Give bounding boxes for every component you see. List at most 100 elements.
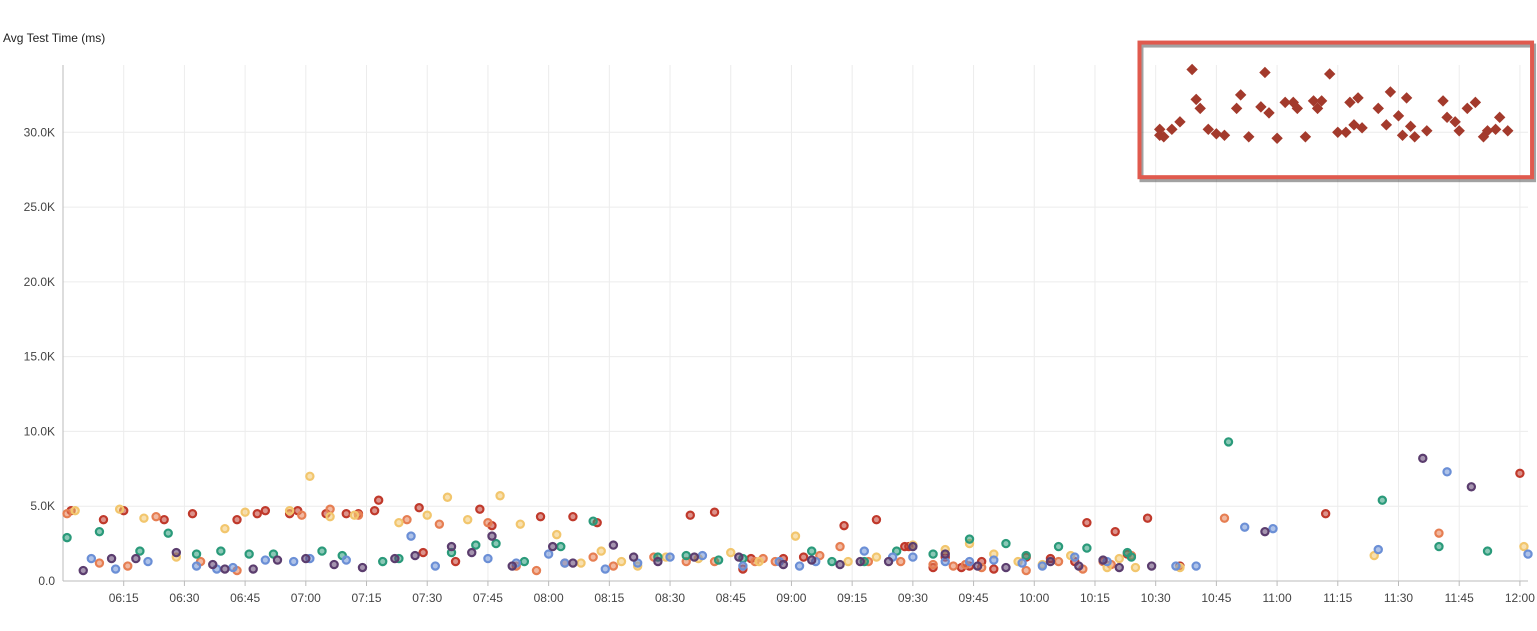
scatter-point [106,553,117,564]
x-tick-label: 08:00 [534,591,564,605]
scatter-point [794,561,805,571]
scatter-point [734,552,744,562]
scatter-point [131,553,141,564]
scatter-point [1171,561,1181,571]
scatter-point [418,547,428,558]
y-tick-label: 0.0 [38,574,55,588]
diamond-point [1332,126,1344,139]
scatter-point [1268,523,1278,534]
scatter-point [471,540,481,550]
scatter-point [349,510,360,520]
x-tick-label: 08:30 [655,591,685,605]
diamond-point [1299,131,1312,143]
diamond-point [1344,96,1356,109]
x-tick-label: 10:30 [1141,591,1171,605]
scatter-point [402,514,412,525]
y-tick-label: 30.0K [24,125,55,139]
scatter-point [284,506,295,516]
scatter-point [114,504,125,514]
x-tick-label: 09:00 [776,591,806,605]
scatter-point [422,510,432,520]
scatter-point [260,555,271,565]
y-tick-label: 5.0K [30,499,55,513]
scatter-point [972,561,983,571]
scatter-point [798,552,809,562]
scatter-point [928,549,938,559]
scatter-point [1017,558,1027,568]
scatter-point [989,555,999,565]
scatter-point [450,556,461,567]
highlight-box-layer [1137,40,1537,183]
scatter-point [1082,543,1092,553]
scatter-point [220,564,230,574]
scatter-point [483,553,493,564]
diamond-point [1356,122,1368,134]
diamond-point [1400,92,1413,104]
scatter-point [191,549,202,559]
scatter-point [552,529,562,540]
scatter-point [1130,562,1141,573]
scatter-point [896,556,906,567]
scatter-point [519,556,530,567]
scatter-point [78,565,88,576]
scatter-point [252,508,262,519]
scatter-point [1053,541,1064,552]
scatter-point [410,550,420,561]
scatter-point [244,549,254,559]
scatter-point [543,549,554,559]
scatter-point [228,562,238,573]
scatter-point [373,495,384,505]
scatter-point [135,546,145,556]
scatter-point [1515,468,1525,479]
diamond-point [1190,93,1202,106]
scatter-point [94,558,105,568]
scatter-point [1142,513,1153,523]
scatter-point [616,556,627,567]
scatter-point [475,504,485,514]
diamond-point [1158,131,1170,143]
x-tick-label: 11:30 [1384,591,1413,605]
scatter-point [948,561,959,571]
scatter-point [1418,453,1428,464]
scatter-point [843,556,853,567]
scatter-point [940,549,950,559]
scatter-point [713,555,724,565]
scatter-point [738,561,748,571]
scatter-point [1045,556,1056,567]
x-tick-label: 09:30 [898,591,928,605]
scatter-point [414,503,424,513]
scatter-point [1434,528,1444,538]
x-tick-label: 11:15 [1323,591,1352,605]
scatter-point [1146,561,1157,571]
x-tick-label: 11:45 [1445,591,1474,605]
scatter-point [86,553,97,564]
scatter-point [588,516,598,526]
scatter-point [1082,517,1092,528]
scatter-point [908,552,918,562]
scatter-point [588,552,598,562]
diamond-point [1311,102,1324,115]
diamond-point [1348,119,1360,131]
scatter-point [835,559,845,570]
scatter-point [187,508,198,519]
y-tick-label: 10.0K [24,424,55,438]
scatter-point [248,564,258,574]
scatter-point [778,559,789,570]
scatter-point [216,546,226,556]
scatter-point [1191,561,1201,571]
scatter-point [1098,555,1108,565]
scatter-point [754,556,764,567]
scatter-point [110,564,121,574]
scatter-point [1001,538,1011,549]
diamond-point [1461,102,1474,115]
diamond-point [1489,123,1502,136]
scatter-point [62,508,72,519]
scatter-point [827,556,837,567]
scatter-point [726,547,736,558]
x-tick-label: 10:15 [1080,591,1110,605]
scatter-point [430,561,441,571]
diamond-point [1234,89,1247,101]
scatter-point [806,546,817,556]
grid-lines [63,65,1528,581]
scatter-point [556,541,566,552]
